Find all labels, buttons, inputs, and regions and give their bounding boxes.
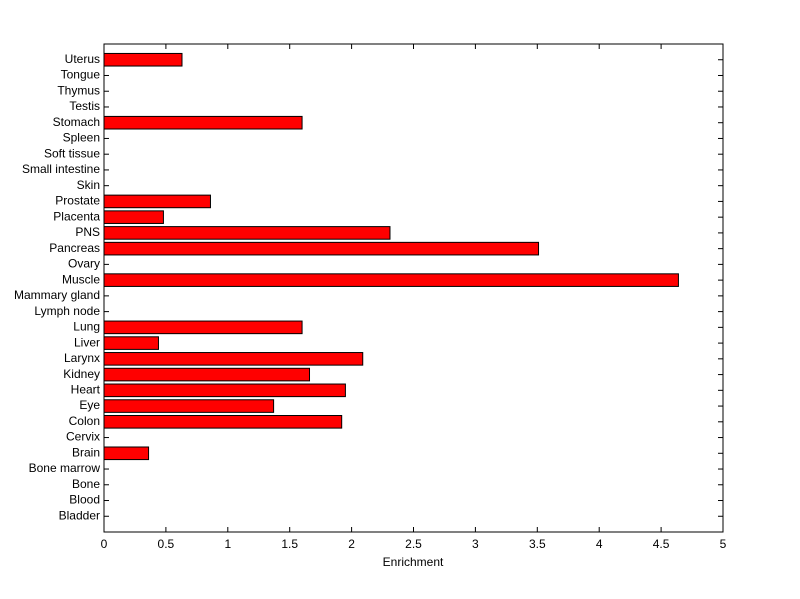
y-tick-label: Eye [79, 398, 100, 412]
bar [103, 226, 391, 240]
y-tick-label: Heart [71, 382, 101, 396]
y-tick-label: Stomach [53, 115, 100, 129]
y-tick-label: Tongue [61, 68, 101, 82]
y-tick-label: PNS [75, 225, 100, 239]
x-tick-label: 5 [720, 537, 727, 551]
y-tick-label: Colon [69, 414, 100, 428]
y-tick-label: Thymus [57, 83, 100, 97]
y-tick-label: Pancreas [49, 241, 100, 255]
bar [103, 241, 540, 256]
x-tick-label: 3 [472, 537, 479, 551]
x-tick-label: 4.5 [653, 537, 670, 551]
x-tick-label: 0.5 [158, 537, 175, 551]
y-tick-label: Ovary [68, 257, 100, 271]
bar [103, 446, 150, 461]
y-tick-label: Blood [69, 493, 100, 507]
bar [103, 352, 364, 366]
bar [103, 415, 343, 429]
y-tick-label: Bone marrow [29, 461, 101, 475]
y-tick-label: Cervix [66, 430, 100, 444]
y-tick-label: Muscle [62, 272, 100, 286]
y-tick-label: Soft tissue [44, 146, 100, 160]
x-tick-label: 3.5 [529, 537, 546, 551]
y-tick-label: Spleen [63, 131, 100, 145]
y-tick-label: Small intestine [22, 162, 100, 176]
y-tick-label: Kidney [63, 367, 100, 381]
x-tick-label: 0 [101, 537, 108, 551]
x-tick-label: 1.5 [281, 537, 298, 551]
y-tick-label: Skin [77, 178, 100, 192]
x-tick-label: 1 [224, 537, 231, 551]
x-axis-label: Enrichment [383, 555, 444, 569]
bar [103, 320, 303, 335]
y-tick-label: Uterus [65, 52, 100, 66]
bar [103, 336, 159, 350]
y-tick-label: Prostate [55, 194, 100, 208]
y-tick-label: Liver [74, 335, 100, 349]
y-tick-label: Lung [73, 320, 100, 334]
x-tick-label: 2 [348, 537, 355, 551]
x-tick-label: 2.5 [405, 537, 422, 551]
y-tick-label: Lymph node [34, 304, 100, 318]
y-tick-label: Bone [72, 477, 100, 491]
x-tick-label: 4 [596, 537, 603, 551]
y-tick-label: Placenta [53, 209, 100, 223]
bar [103, 383, 346, 398]
bar [103, 399, 275, 413]
bar [103, 194, 211, 209]
y-tick-label: Brain [72, 445, 100, 459]
bar [103, 273, 679, 287]
bar [103, 367, 311, 382]
bar [103, 210, 164, 224]
bar [103, 52, 183, 67]
bar [103, 115, 303, 130]
y-tick-label: Mammary gland [14, 288, 100, 302]
y-tick-label: Testis [69, 99, 100, 113]
y-tick-label: Larynx [64, 351, 100, 365]
y-tick-label: Bladder [59, 508, 100, 522]
